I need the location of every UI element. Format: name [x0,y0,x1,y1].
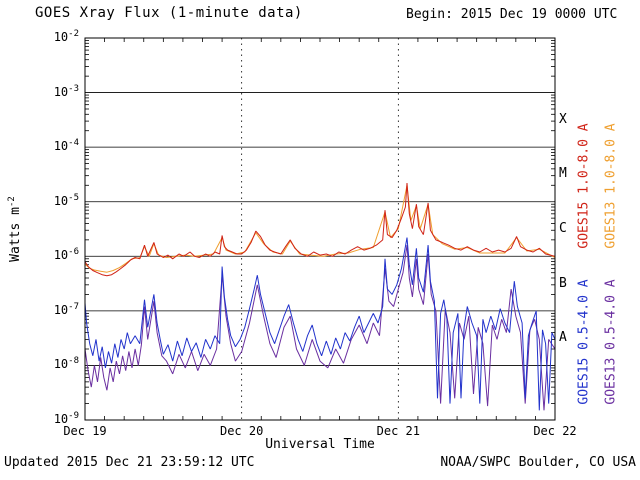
flare-class-label: M [559,166,567,182]
flare-class-label: B [559,275,567,291]
series-goes13-long [84,185,556,273]
chart-title: GOES Xray Flux (1-minute data) [35,5,303,21]
y-tick-label: 10-3 [53,83,79,99]
y-tick-label: 10-2 [53,29,79,44]
flare-class-label: A [559,330,567,346]
legend-goes13-long: GOES13 1.0-8.0 A [603,123,619,249]
x-tick-label: Dec 20 [219,424,264,438]
plot-border [84,37,556,421]
x-tick-label: Dec 22 [533,424,577,438]
y-tick-label: 10-4 [53,138,79,154]
legend-goes15-long: GOES15 1.0-8.0 A [576,123,592,249]
legend-goes13-short: GOES13 0.5-4.0 A [603,279,619,405]
x-tick-label: Dec 21 [376,424,420,438]
y-axis-title-text: Watts m [8,207,24,262]
source-attribution: NOAA/SWPC Boulder, CO USA [440,455,636,470]
y-axis-title-exponent: -2 [6,196,17,208]
series-goes13-short [84,245,556,411]
y-axis-title: Watts m-2 [7,196,23,262]
y-tick-label: 10-5 [53,192,79,208]
x-axis-title: Universal Time [265,437,375,452]
legend-goes15-short: GOES15 0.5-4.0 A [576,279,592,405]
flare-class-label: C [559,221,567,236]
y-tick-label: 10-8 [53,356,79,372]
y-tick-label: 10-9 [53,411,79,426]
y-tick-label: 10-7 [53,301,79,317]
series-goes15-short [84,237,556,411]
flare-class-label: X [559,111,567,127]
series-goes15-long [84,182,556,277]
y-tick-label: 10-6 [53,247,79,263]
x-tick-label: Dec 19 [63,424,107,438]
updated-timestamp: Updated 2015 Dec 21 23:59:12 UTC [4,455,255,470]
begin-timestamp: Begin: 2015 Dec 19 0000 UTC [406,7,618,22]
